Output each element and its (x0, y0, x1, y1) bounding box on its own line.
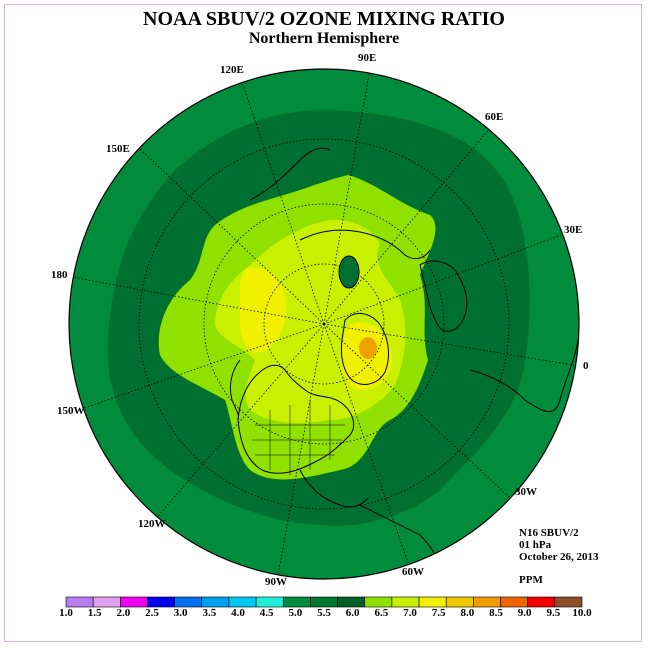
meridian-label-30w: 30W (515, 486, 537, 498)
colorbar-swatch (337, 596, 366, 608)
meridian-label-90e: 90E (358, 52, 376, 64)
map-subtitle: Northern Hemisphere (248, 30, 400, 47)
coast-gulf (299, 469, 369, 508)
info-level: 01 hPa (519, 539, 552, 551)
colorbar-swatch (527, 596, 556, 608)
coast-siberia (299, 229, 431, 260)
colorbar-swatch (473, 596, 501, 608)
caspian-region (338, 255, 360, 289)
colorbar-tick-label: 8.0 (460, 607, 475, 619)
colorbar-swatch (310, 596, 338, 608)
coast-africa (469, 339, 579, 412)
colorbar-swatch (92, 596, 121, 608)
us-states-grid (252, 400, 345, 475)
map-title: NOAA SBUV/2 OZONE MIXING RATIO (143, 8, 505, 30)
colorbar-tick-label: 4.5 (259, 607, 274, 619)
colorbar-swatch (500, 596, 528, 608)
contour-yellow-1 (239, 267, 287, 353)
meridian-label-60w: 60W (402, 566, 424, 578)
coast-europe (419, 260, 468, 332)
coast-north-america (237, 364, 355, 474)
colorbar-tick-label: 2.0 (116, 607, 131, 619)
colorbar-tick-label: 1.5 (87, 607, 102, 619)
meridian-label-90w: 90W (265, 576, 287, 588)
colorbar-swatch (282, 596, 311, 608)
meridian-label-60e: 60E (485, 111, 503, 123)
coast-alaska (229, 359, 241, 421)
colorbar-swatch (228, 596, 257, 608)
colorbar-tick-label: 6.0 (345, 607, 360, 619)
colorbar-swatch (391, 596, 420, 608)
contour-orange (359, 337, 377, 359)
colorbar-tick-label: 6.5 (374, 607, 389, 619)
colorbar (65, 596, 583, 608)
colorbar-tick-label: 7.0 (403, 607, 417, 619)
meridian-label-120w: 120W (138, 518, 166, 530)
info-date: October 26, 2013 (519, 551, 599, 563)
meridian-label-0: 0 (583, 360, 589, 372)
colorbar-tick-label: 4.0 (231, 607, 245, 619)
colorbar-swatch (445, 596, 474, 608)
colorbar-tick-label: 8.5 (489, 607, 503, 619)
meridian-label-120e: 120E (220, 64, 244, 76)
map-boundary (68, 68, 580, 580)
colorbar-tick-label: 3.5 (202, 607, 217, 619)
figure-frame (4, 4, 642, 642)
info-instrument: N16 SBUV/2 (519, 527, 579, 539)
colorbar-tick-label: 5.0 (288, 607, 303, 619)
colorbar-tick-label: 3.0 (173, 607, 188, 619)
colorbar-tick-label: 7.5 (431, 607, 446, 619)
meridian-label-150w: 150W (57, 405, 85, 417)
colorbar-swatch (418, 596, 447, 608)
colorbar-tick-label: 5.5 (317, 607, 331, 619)
colorbar-tick-label: 9.0 (517, 607, 532, 619)
colorbar-swatch (554, 596, 583, 608)
colorbar-swatch (65, 596, 94, 608)
colorbar-swatch (364, 596, 393, 608)
info-units: PPM (519, 574, 543, 586)
colorbar-swatch (147, 596, 175, 608)
coastlines (229, 147, 579, 576)
colorbar-swatch (201, 596, 230, 608)
colorbar-tick-label: 9.5 (546, 607, 561, 619)
graticule (71, 69, 579, 576)
coast-asia-east (249, 147, 331, 201)
colorbar-swatch (174, 596, 203, 608)
meridian-label-150e: 150E (106, 143, 130, 155)
colorbar-swatch (120, 596, 148, 608)
meridian-label-180: 180 (51, 269, 68, 281)
coast-greenland (340, 313, 389, 385)
colorbar-swatch (255, 596, 284, 608)
colorbar-tick-label: 1.0 (59, 607, 73, 619)
colorbar-tick-label: 2.5 (145, 607, 159, 619)
colorbar-tick-label: 10.0 (572, 607, 592, 619)
meridian-label-30e: 30E (564, 224, 582, 236)
